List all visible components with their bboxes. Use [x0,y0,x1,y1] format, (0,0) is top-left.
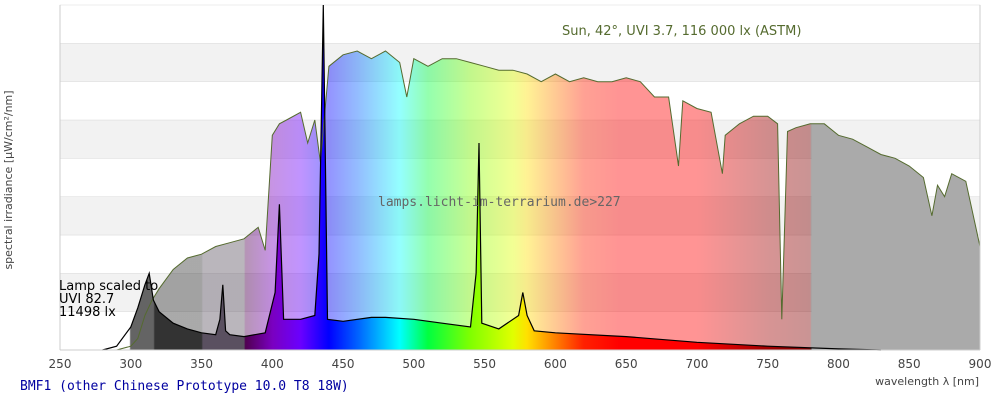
x-axis-label: wavelength λ [nm] [875,375,979,388]
lamp-series-line [102,4,881,351]
x-tick-label: 700 [685,357,708,371]
lamp-label-line3: 11498 lx [59,305,116,320]
x-tick-label: 750 [756,357,779,371]
x-tick-label: 650 [615,357,638,371]
x-tick-label: 500 [402,357,425,371]
lamp-label-line2: UVI 82.7 [59,292,114,307]
x-tick-label: 600 [544,357,567,371]
watermark: lamps.licht-im-terrarium.de>227 [378,195,621,210]
x-tick-labels: 250 300 350 400 450 500 550 600 650 700 750 800 850 9… [49,357,992,371]
lamp-label-line1: Lamp scaled to [59,279,158,294]
x-tick-label: 450 [332,357,355,371]
grid-band [59,4,981,44]
x-tick-label: 300 [119,357,142,371]
lamp-title: BMF1 (other Chinese Prototype 10.0 T8 18… [20,379,349,394]
sun-series-line [116,50,981,351]
x-tick-label: 350 [190,357,213,371]
x-tick-label: 800 [827,357,850,371]
x-tick-label: 850 [898,357,921,371]
x-tick-label: 400 [261,357,284,371]
sun-label: Sun, 42°, UVI 3.7, 116 000 lx (ASTM) [562,24,801,39]
x-tick-label: 250 [49,357,72,371]
y-axis-label: spectral irradiance [µW/cm²/nm] [2,90,15,269]
x-tick-label: 550 [473,357,496,371]
x-tick-label: 900 [969,357,992,371]
